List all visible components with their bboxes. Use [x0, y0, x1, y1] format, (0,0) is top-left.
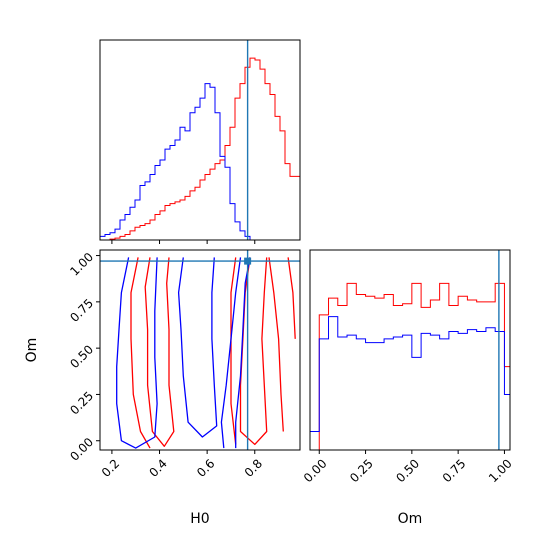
om-hist-x-tick-label: 1.00 — [486, 456, 515, 485]
om-hist-x-tick-label: 0.00 — [301, 456, 330, 485]
blue-contour-line — [177, 257, 218, 438]
om-y-tick-label: 0.50 — [67, 342, 96, 371]
om-axis-label: Om — [24, 338, 40, 363]
h0-om-contour-panel: 0.2 0.4 0.6 0.8 0.00 0.25 0.50 0.75 1.00 H0 Om — [24, 249, 301, 527]
h0-x-tick-label: 0.8 — [242, 456, 265, 479]
blue-contour-line — [220, 257, 242, 449]
h0-hist-plot-area — [100, 40, 300, 240]
blue-contour-line — [116, 257, 158, 449]
om-hist-x-tick-label: 0.25 — [347, 456, 376, 485]
h0-x-tick-label: 0.6 — [194, 456, 217, 479]
red-contour-line — [144, 257, 175, 447]
h0-histogram-panel — [99, 39, 301, 244]
om-hist-axis-label: Om — [398, 511, 423, 527]
h0-hist-blue-histogram-line — [100, 83, 300, 240]
h0-x-tick-label: 0.4 — [146, 456, 169, 479]
om-y-tick-label: 0.00 — [67, 435, 96, 464]
joint-frame — [99, 249, 301, 451]
om-y-tick-label: 1.00 — [67, 250, 96, 279]
red-contour-line — [239, 257, 268, 446]
red-contour-line — [287, 257, 296, 339]
om-hist-red-histogram-line — [310, 282, 510, 450]
red-contour-line — [268, 257, 284, 432]
blue-contour-line — [235, 257, 251, 449]
om-y-tick-label: 0.75 — [67, 296, 96, 325]
om-hist-blue-histogram-line — [310, 316, 510, 450]
red-contour-line — [130, 257, 151, 449]
om-hist-x-tick-label: 0.75 — [440, 456, 469, 485]
om-hist-frame — [309, 249, 511, 451]
h0-hist-frame — [99, 39, 301, 241]
om-hist-x-tick-label: 0.50 — [393, 456, 422, 485]
h0-axis-label: H0 — [190, 511, 209, 527]
joint-plot-area — [100, 250, 300, 450]
om-histogram-panel: 0.00 0.25 0.50 0.75 1.00 Om — [301, 249, 515, 527]
red-contour-line — [230, 257, 237, 445]
h0-hist-red-histogram-line — [100, 57, 300, 240]
truth-marker — [244, 257, 252, 265]
h0-x-tick-label: 0.2 — [99, 456, 122, 479]
om-y-tick-label: 0.25 — [67, 389, 96, 418]
om-hist-plot-area — [310, 250, 510, 450]
